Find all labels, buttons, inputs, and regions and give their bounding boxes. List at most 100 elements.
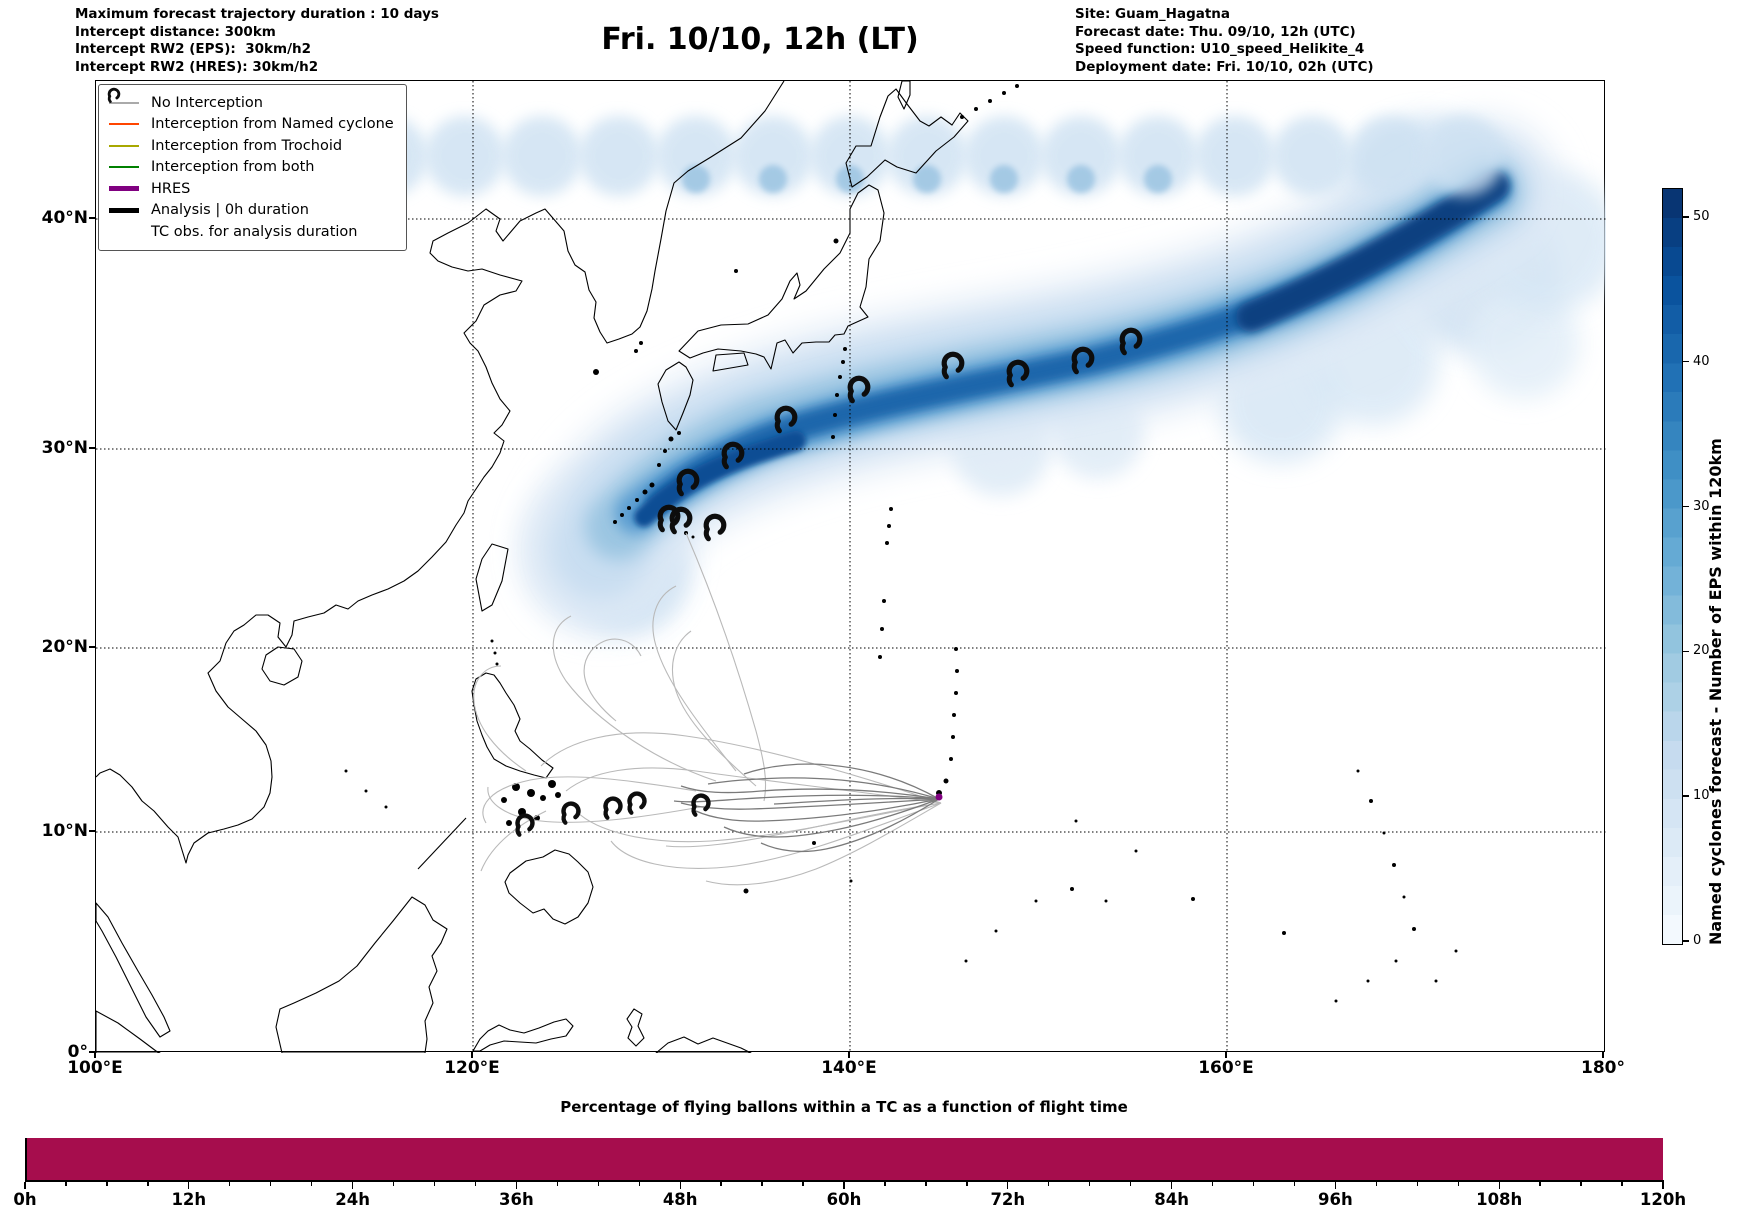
trajectory-no-interception	[565, 767, 942, 804]
island	[555, 792, 561, 798]
figure-title: Fri. 10/10, 12h (LT)	[601, 22, 919, 57]
ensemble-blob	[733, 116, 813, 196]
trajectory-no-interception	[680, 798, 940, 810]
hres-guam-point	[935, 793, 943, 801]
bar-chart-major-tick	[679, 1182, 681, 1189]
island	[649, 482, 655, 488]
island	[1434, 979, 1438, 983]
bar-chart-minor-tick	[147, 1182, 149, 1186]
bar-chart-major-tick	[1334, 1182, 1337, 1189]
island	[812, 841, 816, 845]
bar-chart-minor-tick	[761, 1182, 763, 1186]
island	[994, 929, 998, 933]
island	[1402, 895, 1406, 899]
coastline	[504, 849, 594, 925]
island	[593, 369, 599, 375]
island	[833, 413, 837, 417]
legend-item: HRES	[109, 178, 394, 200]
trajectory-no-interception	[705, 802, 942, 886]
lon-tick	[848, 1052, 850, 1058]
bar-chart-minor-tick	[802, 1182, 804, 1186]
coastline	[275, 896, 448, 1053]
lat-tick	[89, 447, 95, 449]
bar-chart-tick-label: 24h	[335, 1190, 370, 1209]
island	[949, 757, 953, 761]
bar-chart-minor-tick	[1293, 1182, 1296, 1186]
legend-item: Interception from Trochoid	[109, 135, 394, 157]
island	[1070, 887, 1074, 891]
island	[1382, 831, 1386, 835]
bar-chart-x-axis	[25, 1180, 1664, 1182]
lon-tick	[94, 1052, 96, 1058]
island	[831, 435, 835, 439]
bar-chart-tick-label: 36h	[499, 1190, 534, 1209]
island	[1002, 91, 1006, 95]
colorbar-tick-label: 50	[1693, 208, 1710, 224]
island	[1191, 897, 1195, 901]
island	[1369, 799, 1373, 803]
bar-chart-major-tick	[1662, 1182, 1664, 1189]
eps-density-plume	[524, 117, 1606, 633]
island	[642, 489, 648, 495]
trajectory-no-interception	[680, 785, 940, 800]
island	[952, 713, 956, 717]
island	[1356, 769, 1360, 773]
tc-obs-symbol	[630, 794, 645, 813]
trajectory-no-interception	[482, 776, 697, 824]
map-lon-label: 160°E	[1198, 1058, 1254, 1078]
trajectory-no-interception	[473, 665, 527, 772]
colorbar-label: Named cyclones forecast - Number of EPS …	[1706, 438, 1725, 945]
bar-chart-minor-tick	[1621, 1182, 1623, 1186]
legend-item: TC obs. for analysis duration	[107, 87, 394, 243]
island	[344, 769, 348, 773]
density-band	[1236, 170, 1509, 332]
colorbar-tick	[1683, 216, 1689, 218]
island	[1394, 959, 1398, 963]
colorbar-tick-label: 30	[1693, 498, 1710, 514]
legend-item-label: Analysis | 0h duration	[151, 202, 309, 219]
bar-chart-minor-tick	[1252, 1182, 1255, 1186]
bar-chart-minor-tick	[1211, 1182, 1214, 1186]
header-info-line: Intercept RW2 (HRES): 30km/h2	[75, 58, 319, 75]
balloon-trajectories	[473, 532, 942, 886]
island	[841, 360, 845, 364]
island	[657, 463, 661, 467]
bar-chart-minor-tick	[884, 1182, 886, 1186]
island	[954, 647, 958, 651]
island	[663, 449, 667, 453]
bar-chart-minor-tick	[720, 1182, 722, 1186]
header-info-line: Intercept distance: 300km	[75, 23, 276, 40]
colorbar-tick	[1683, 361, 1689, 363]
bar-chart-minor-tick	[638, 1182, 640, 1186]
coastline	[657, 361, 694, 431]
trajectory-no-interception	[480, 810, 547, 872]
legend-line-swatch	[109, 166, 139, 169]
legend-item-label: TC obs. for analysis duration	[151, 223, 358, 240]
trajectory-no-interception	[707, 777, 940, 800]
bar-chart-minor-tick	[1375, 1182, 1378, 1186]
bar-chart-minor-tick	[1416, 1182, 1418, 1186]
island	[951, 735, 955, 739]
island	[1134, 849, 1138, 853]
coastline	[417, 817, 467, 870]
header-right-info: Site: Guam_Hagatna Forecast date: Thu. 09…	[1075, 6, 1374, 76]
island	[974, 107, 978, 111]
coastline	[96, 902, 171, 1038]
trajectory-no-interception	[652, 585, 737, 772]
bar-chart-tick-label: 96h	[1318, 1190, 1353, 1209]
island	[677, 431, 681, 435]
bar-chart-minor-tick	[106, 1182, 108, 1186]
map-lon-label: 180°	[1581, 1058, 1625, 1078]
bar-chart-tick-label: 60h	[826, 1190, 862, 1209]
bar-chart-tick-label: 84h	[1154, 1190, 1189, 1209]
bar-chart-tick-label: 12h	[171, 1190, 207, 1209]
lat-tick	[89, 830, 95, 832]
island	[384, 805, 388, 809]
lon-tick	[1602, 1052, 1604, 1058]
island	[1104, 899, 1108, 903]
island	[1334, 999, 1338, 1003]
bar-chart-major-tick	[1007, 1182, 1009, 1189]
legend-line-swatch	[109, 207, 139, 213]
bar-chart-minor-tick	[1089, 1182, 1091, 1186]
coastline	[96, 1010, 161, 1053]
